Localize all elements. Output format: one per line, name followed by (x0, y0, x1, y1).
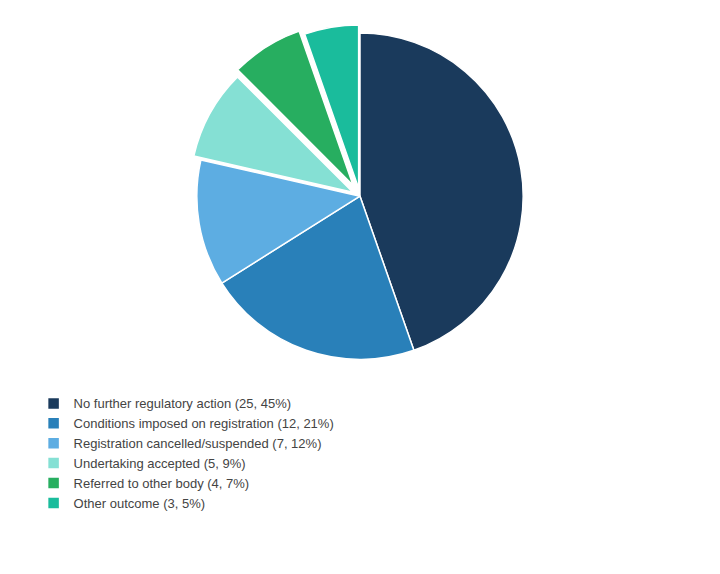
svg-text:Registration cancelled/suspend: Registration cancelled/suspended (7, 12%… (74, 436, 322, 451)
svg-text:Other outcome (3, 5%): Other outcome (3, 5%) (74, 496, 206, 511)
svg-text:No further regulatory action (: No further regulatory action (25, 45%) (74, 396, 292, 411)
svg-text:Conditions imposed on registra: Conditions imposed on registration (12, … (74, 416, 334, 431)
svg-text:Referred to other body (4, 7%): Referred to other body (4, 7%) (74, 476, 250, 491)
svg-text:Undertaking accepted (5, 9%): Undertaking accepted (5, 9%) (74, 456, 246, 471)
